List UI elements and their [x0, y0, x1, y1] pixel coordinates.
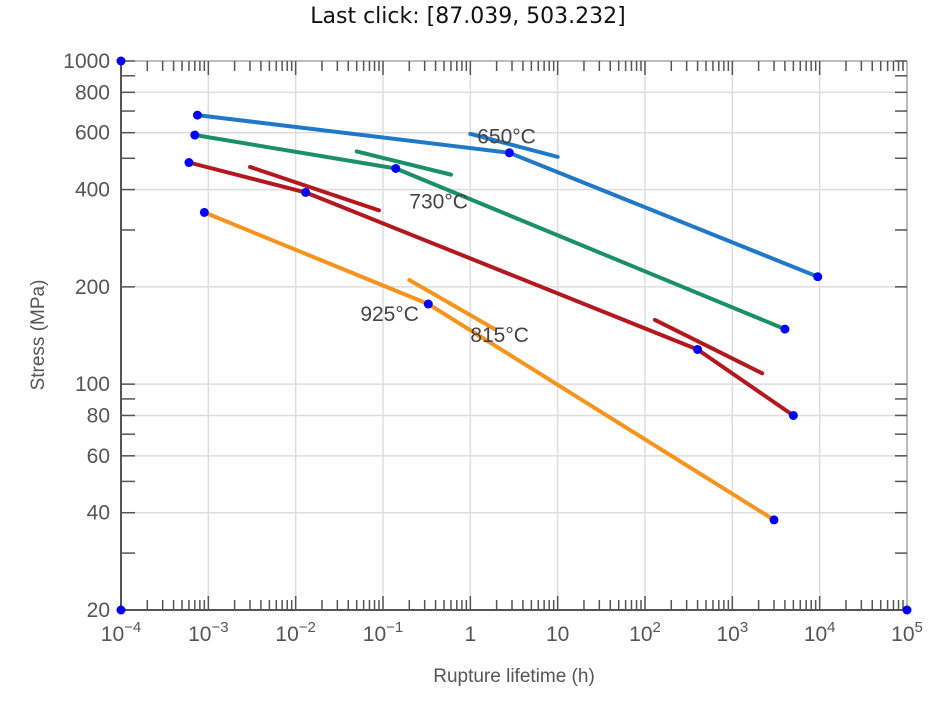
y-tick-labels: 20 40 60 80 100 200 400 600 800 1000: [63, 50, 110, 622]
y-tick-label: 400: [75, 179, 110, 202]
series-label: 650°C: [477, 126, 536, 149]
click-marker: [780, 324, 790, 334]
x-tick-label: 102: [629, 619, 661, 646]
x-tick-label: 10−2: [275, 619, 315, 646]
series-segment: [354, 149, 453, 177]
click-marker: [788, 410, 798, 420]
y-tick-label: 600: [75, 122, 110, 145]
click-marker: [391, 163, 401, 173]
x-tick-label: 104: [804, 619, 836, 646]
click-marker: [192, 110, 202, 120]
y-tick-label: 1000: [63, 50, 110, 73]
x-tick-label: 103: [716, 619, 748, 646]
x-tick-label: 10−3: [188, 619, 228, 646]
y-axis-title: Stress (MPa): [28, 280, 49, 391]
series-segment: [407, 278, 497, 332]
click-markers: [116, 56, 912, 615]
series-segment: [652, 317, 765, 376]
y-tick-label: 60: [87, 445, 110, 468]
click-marker: [423, 299, 433, 309]
series-labels: 650°C 730°C 925°C 815°C: [360, 126, 536, 347]
series-line: [192, 133, 787, 332]
y-tick-label: 100: [75, 373, 110, 396]
y-tick-label: 20: [87, 599, 110, 622]
last-click-readout: Last click: [87.039, 503.232]: [310, 4, 626, 29]
x-tick-labels: 10−4 10−3 10−2 10−1 1 10 102 103 104 105: [101, 619, 923, 646]
series-segment: [468, 131, 560, 159]
click-marker: [116, 605, 126, 615]
plot-frame: [120, 60, 908, 611]
y-tick-label: 80: [87, 404, 110, 427]
x-tick-label: 1: [464, 623, 476, 646]
click-marker: [184, 158, 194, 168]
series-label: 925°C: [360, 303, 419, 326]
y-tick-label: 200: [75, 276, 110, 299]
series-label: 815°C: [470, 324, 529, 347]
click-marker: [190, 130, 200, 140]
x-tick-label: 10−4: [101, 619, 141, 646]
series-label: 730°C: [409, 190, 468, 213]
axis-ticks: [120, 60, 907, 611]
y-tick-label: 800: [75, 81, 110, 104]
click-marker: [693, 344, 703, 354]
click-marker: [769, 515, 779, 525]
click-marker: [116, 56, 126, 66]
x-axis-title: Rupture lifetime (h): [433, 666, 595, 687]
click-marker: [301, 187, 311, 197]
y-tick-label: 40: [87, 502, 110, 525]
click-marker: [813, 272, 823, 282]
series-line: [187, 160, 796, 418]
x-tick-label: 10−1: [363, 619, 403, 646]
click-marker: [902, 605, 912, 615]
x-tick-label: 105: [891, 619, 923, 646]
click-marker: [504, 148, 514, 158]
series-line: [202, 210, 776, 522]
series-lines: [187, 113, 820, 522]
x-tick-label: 10: [546, 623, 569, 646]
click-marker: [199, 207, 209, 217]
series-segment: [248, 164, 382, 213]
